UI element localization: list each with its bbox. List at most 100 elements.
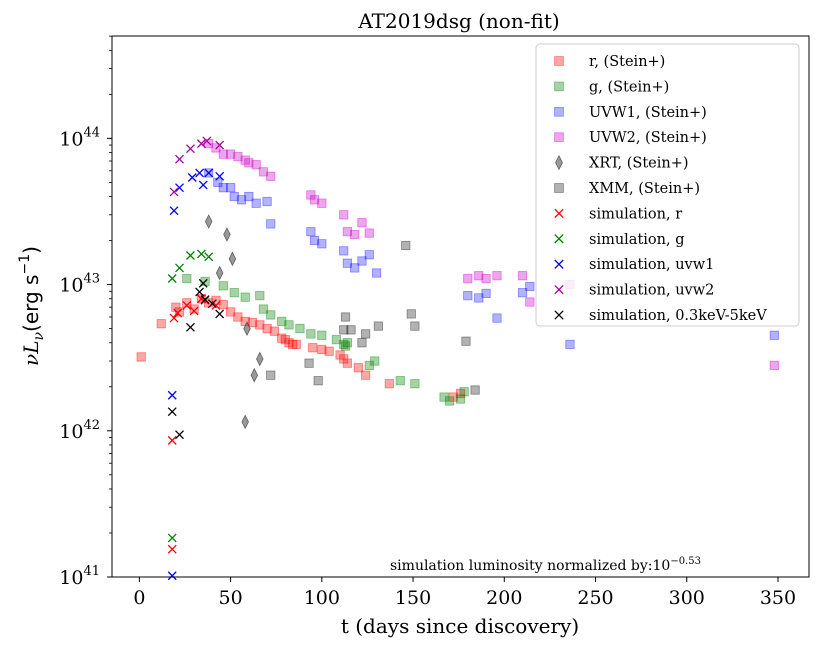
data-point — [309, 235, 320, 246]
data-point — [251, 198, 261, 208]
data-point — [769, 360, 779, 371]
data-point — [189, 306, 199, 316]
data-point — [317, 239, 327, 249]
data-point — [308, 343, 318, 353]
data-point — [373, 321, 383, 331]
data-point — [182, 298, 192, 308]
data-point — [370, 356, 380, 366]
series-7 — [167, 249, 214, 543]
data-point — [304, 358, 314, 368]
data-point — [288, 339, 298, 349]
data-point — [218, 183, 228, 193]
data-point — [196, 249, 206, 259]
legend-label: XMM, (Stein+) — [589, 181, 700, 197]
data-point — [169, 313, 179, 323]
data-point — [218, 281, 228, 291]
data-point — [395, 376, 405, 386]
data-point — [439, 392, 449, 402]
series-8 — [167, 168, 225, 581]
data-point — [444, 396, 455, 406]
data-point — [291, 339, 301, 349]
data-point — [317, 330, 327, 340]
data-point — [182, 273, 192, 284]
data-point — [233, 312, 243, 322]
data-point — [185, 144, 195, 154]
data-point — [167, 407, 177, 417]
data-point — [241, 414, 249, 430]
data-point — [455, 394, 466, 404]
data-point — [769, 330, 779, 340]
data-point — [175, 430, 184, 440]
data-point — [342, 338, 352, 348]
legend-label: XRT, (Stein+) — [589, 156, 689, 172]
data-point — [280, 335, 290, 345]
data-point — [350, 263, 360, 273]
x-tick-label: 250 — [577, 587, 613, 609]
data-point — [448, 392, 458, 402]
data-point — [357, 338, 367, 348]
data-point — [225, 149, 236, 159]
series-3 — [204, 139, 779, 371]
legend-marker — [554, 284, 564, 295]
data-point — [185, 322, 195, 332]
plot-frame — [111, 35, 810, 578]
data-point — [167, 274, 177, 283]
data-point — [410, 379, 420, 389]
x-tick-label: 50 — [219, 587, 243, 609]
data-point — [169, 206, 179, 216]
data-point — [175, 183, 184, 193]
data-point — [218, 149, 228, 159]
data-point — [410, 321, 420, 331]
data-point — [461, 336, 471, 346]
legend-marker — [555, 154, 563, 171]
legend-marker — [554, 106, 564, 117]
data-point — [258, 304, 269, 314]
data-point — [565, 339, 575, 349]
data-point — [371, 268, 382, 278]
legend-marker — [554, 259, 564, 269]
legend-label: simulation, uvw2 — [589, 283, 714, 299]
data-point — [364, 228, 374, 238]
data-point — [342, 227, 352, 237]
data-point — [492, 271, 502, 281]
data-point — [266, 310, 276, 320]
data-point — [207, 299, 217, 309]
data-point — [256, 351, 264, 367]
data-point — [185, 251, 195, 260]
data-point — [342, 258, 352, 268]
legend-label: UVW2, (Stein+) — [589, 130, 707, 146]
data-point — [406, 309, 416, 319]
data-point — [136, 352, 146, 362]
x-axis-ticks: 0 50 100 150 200 250 300 350 — [133, 577, 796, 609]
data-point — [525, 297, 535, 307]
data-point — [255, 320, 265, 330]
legend-frame — [535, 43, 800, 327]
data-point — [225, 183, 236, 193]
x-axis-label: t (days since discovery) — [341, 614, 579, 638]
x-tick-label: 350 — [760, 587, 796, 609]
data-point — [167, 571, 177, 581]
data-point — [317, 198, 327, 208]
data-point — [225, 307, 236, 317]
legend-marker — [554, 81, 564, 92]
x-tick-label: 0 — [133, 587, 145, 609]
data-point — [339, 210, 349, 220]
data-point — [258, 167, 269, 177]
data-point — [361, 370, 371, 380]
data-point — [175, 263, 184, 273]
data-point — [266, 370, 276, 380]
data-point — [195, 287, 205, 297]
data-point — [277, 333, 287, 343]
data-point — [243, 321, 251, 336]
data-point — [492, 313, 502, 323]
data-point — [342, 358, 352, 368]
data-point — [240, 155, 250, 165]
series-5 — [266, 240, 480, 395]
data-point — [218, 299, 228, 310]
data-point — [262, 196, 272, 207]
data-point — [223, 227, 231, 242]
data-point — [266, 219, 276, 229]
data-point — [353, 363, 363, 373]
data-point — [350, 229, 360, 240]
